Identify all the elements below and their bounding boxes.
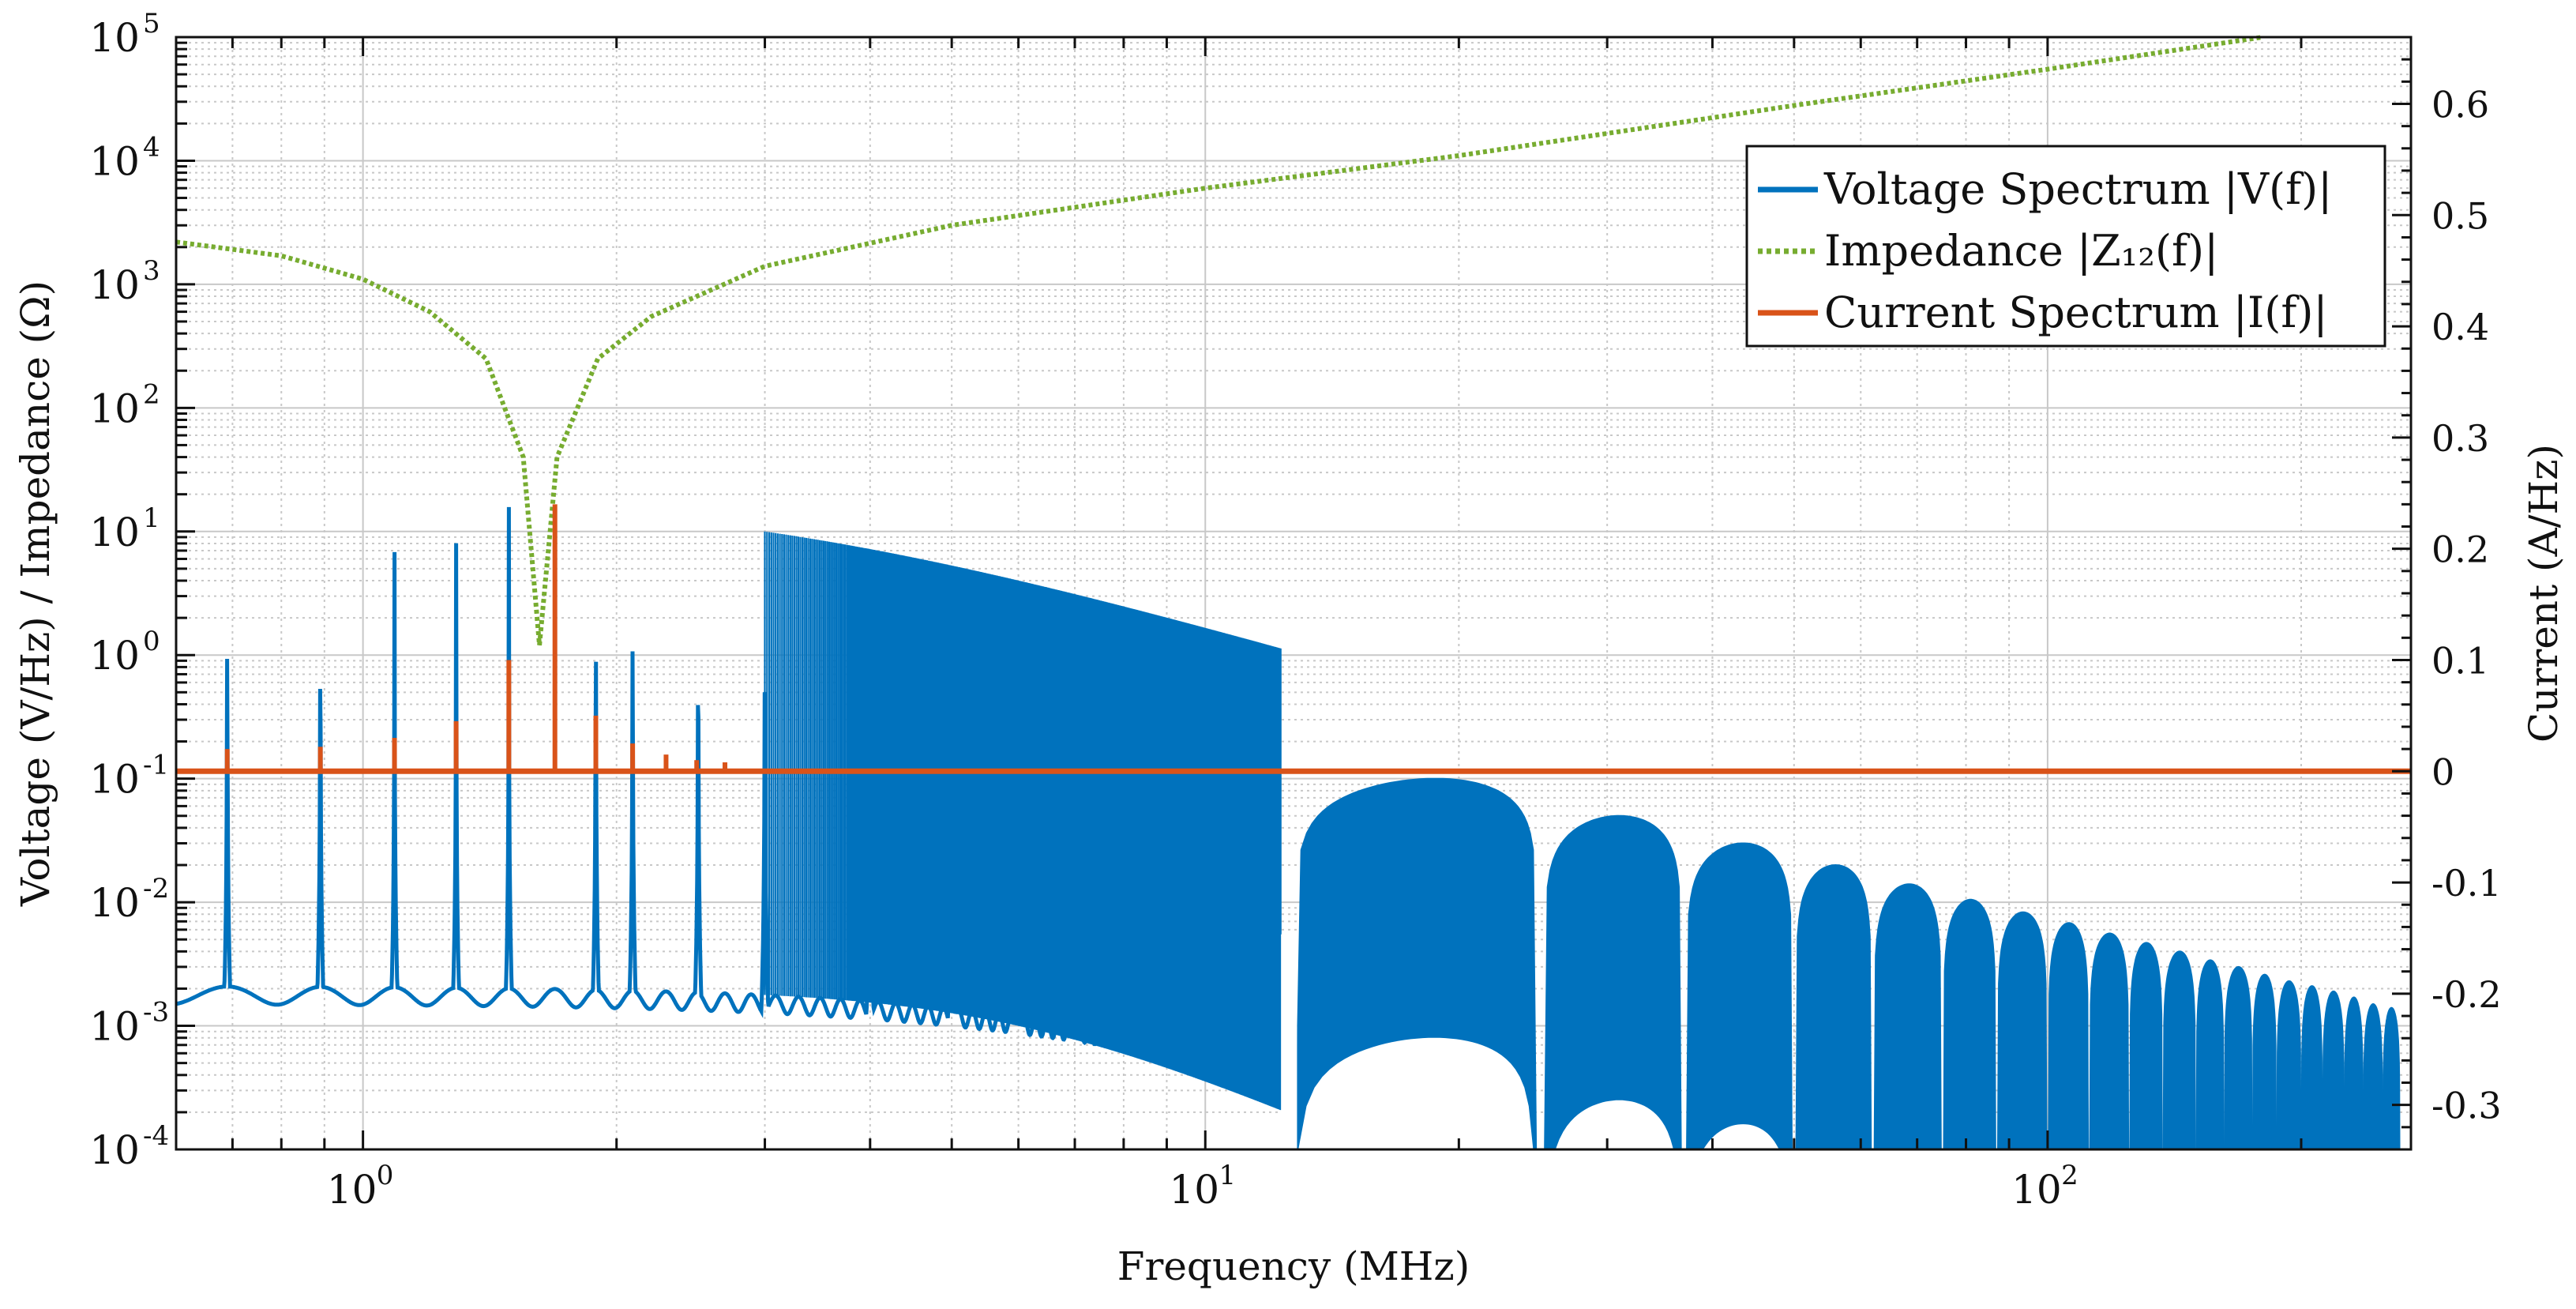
y-right-tick-label: -0.3	[2431, 1085, 2502, 1127]
voltage-spectrum-gap	[1547, 1100, 1679, 1149]
y-left-tick-label: 10	[89, 757, 140, 803]
voltage-spectrum-lobe	[2224, 965, 2253, 1150]
y-left-tick-label: 10	[89, 1127, 140, 1173]
y-left-tick-label-exponent: 0	[143, 626, 160, 657]
x-tick-label-exponent: 1	[1219, 1160, 1236, 1191]
voltage-spectrum-gap	[1688, 1124, 1791, 1149]
y-left-tick-label: 10	[89, 15, 140, 61]
y-left-tick-label-exponent: 1	[143, 502, 160, 534]
y-right-tick-label: 0.6	[2431, 83, 2489, 126]
y-left-tick-label-exponent: -4	[143, 1120, 169, 1152]
x-tick-label: 10	[1169, 1167, 1219, 1213]
y-left-tick-label: 10	[89, 262, 140, 308]
voltage-spectrum-lobe	[1997, 911, 2048, 1150]
y-left-tick-label-exponent: -1	[143, 750, 169, 781]
voltage-spectrum-lobe	[2048, 922, 2090, 1150]
x-tick-label: 10	[2011, 1167, 2062, 1213]
y-right-tick-label: 0.3	[2431, 417, 2489, 460]
voltage-spectrum-lobe	[1544, 814, 1682, 1150]
voltage-spectrum-lobe	[1873, 883, 1942, 1150]
legend-label: Current Spectrum |I(f)|	[1824, 288, 2328, 337]
y-right-tick-label: 0.2	[2431, 528, 2489, 571]
x-tick-label: 10	[327, 1167, 377, 1213]
legend-label: Impedance |Z₁₂(f)|	[1824, 226, 2218, 276]
y-left-tick-label: 10	[89, 1004, 140, 1050]
y-left-tick-label-exponent: 3	[143, 255, 160, 287]
y-right-tick-label: -0.1	[2431, 862, 2502, 905]
voltage-spectrum-lobe	[1686, 842, 1793, 1150]
legend-label: Voltage Spectrum |V(f)|	[1823, 164, 2332, 214]
y-left-tick-label-exponent: 4	[143, 131, 160, 163]
voltage-spectrum-lobe	[2162, 950, 2196, 1150]
y-axis-right-title: Current (A/Hz)	[2521, 444, 2567, 743]
voltage-spectrum-notch	[1281, 934, 1297, 1149]
y-right-tick-label: 0	[2431, 750, 2454, 793]
voltage-spectrum-lobe	[1943, 898, 1996, 1150]
x-tick-label-exponent: 0	[377, 1160, 394, 1191]
series-layer	[175, 35, 2411, 1150]
voltage-spectrum-lobe	[2129, 942, 2163, 1150]
impedance-line	[175, 35, 2263, 646]
voltage-spectrum-lobe	[2363, 1003, 2383, 1150]
axes: 10 0 10 1 10 210 -410 -310 -210 -110 010 110 210 310 4…	[89, 8, 2501, 1213]
voltage-spectrum-lobe	[2382, 1006, 2401, 1150]
y-right-tick-label: 0.1	[2431, 639, 2489, 682]
y-axis-left-title: Voltage (V/Hz) / Impedance (Ω)	[13, 280, 58, 907]
y-right-tick-label: 0.5	[2431, 194, 2489, 237]
legend-box	[1745, 145, 2386, 348]
voltage-spectrum-lobe	[2344, 996, 2364, 1150]
voltage-spectrum-dense-band	[764, 531, 1282, 1111]
voltage-spectrum-lobe	[2300, 985, 2323, 1150]
y-right-tick-label: 0.4	[2431, 306, 2489, 348]
voltage-spectrum-lobe	[2251, 973, 2277, 1150]
y-left-tick-label-exponent: 5	[143, 8, 160, 39]
y-left-tick-label: 10	[89, 138, 140, 184]
y-left-tick-label: 10	[89, 880, 140, 926]
voltage-spectrum-lobe	[2322, 990, 2345, 1150]
y-left-tick-label: 10	[89, 510, 140, 555]
y-right-tick-label: -0.2	[2431, 973, 2502, 1016]
voltage-spectrum-lobe	[2195, 959, 2225, 1150]
voltage-spectrum-lobe	[1795, 863, 1872, 1150]
voltage-spectrum-lobe	[2276, 980, 2302, 1150]
y-left-tick-label: 10	[89, 633, 140, 679]
y-left-tick-label-exponent: 2	[143, 378, 160, 410]
legend: Voltage Spectrum |V(f)| Impedance |Z₁₂(f)…	[1745, 145, 2386, 348]
voltage-spectrum-lobe	[2089, 932, 2130, 1150]
voltage-spectrum-gap	[1298, 1037, 1534, 1149]
y-left-tick-label-exponent: -2	[143, 873, 169, 905]
y-left-tick-label-exponent: -3	[143, 997, 169, 1029]
x-axis-title: Frequency (MHz)	[1117, 1243, 1470, 1289]
y-left-tick-label: 10	[89, 386, 140, 431]
x-tick-label-exponent: 2	[2061, 1160, 2078, 1191]
